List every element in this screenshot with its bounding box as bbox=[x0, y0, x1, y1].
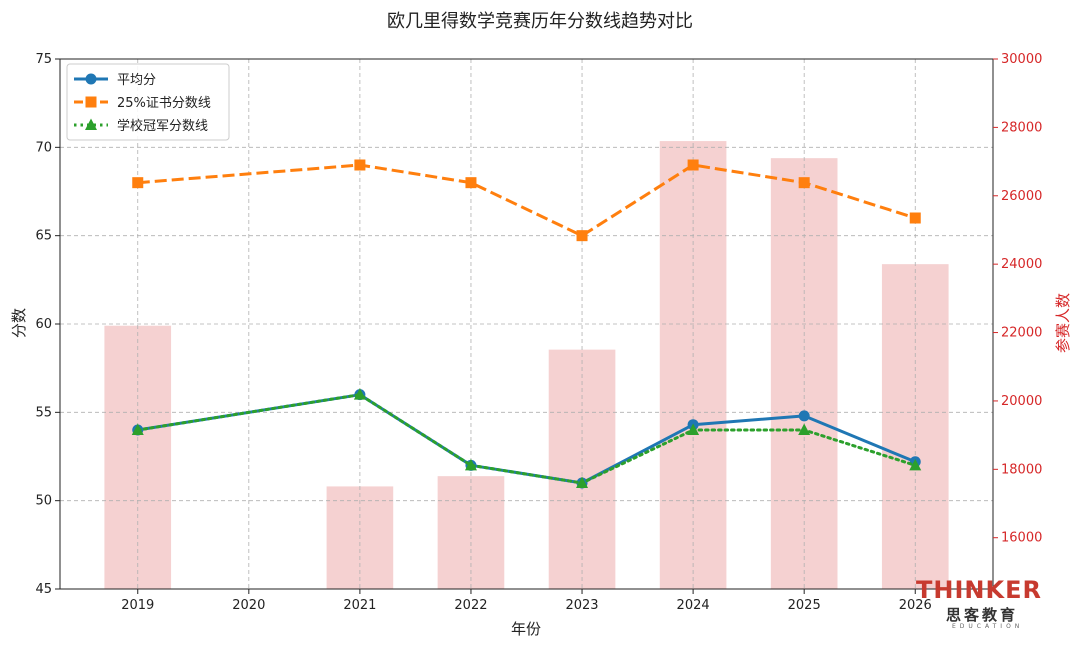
line-layer bbox=[131, 159, 922, 489]
y2-tick-label-30000: 30000 bbox=[1001, 52, 1042, 67]
x-tick-label-2021: 2021 bbox=[343, 598, 376, 613]
y2-tick-label-26000: 26000 bbox=[1001, 189, 1042, 204]
chart-title: 欧几里得数学竞赛历年分数线趋势对比 bbox=[387, 11, 693, 32]
x-tick-label-2024: 2024 bbox=[677, 598, 710, 613]
legend-label-2: 学校冠军分数线 bbox=[117, 118, 208, 134]
series-2-point-2021 bbox=[353, 388, 366, 400]
legend-box bbox=[66, 63, 230, 141]
y-tick-label-50: 50 bbox=[35, 494, 52, 509]
series-1-point-2024 bbox=[687, 159, 699, 171]
x-tick-label-2019: 2019 bbox=[121, 598, 154, 613]
y-tick-label-55: 55 bbox=[35, 405, 52, 420]
series-1-point-2022 bbox=[465, 177, 477, 189]
series-2-point-2023 bbox=[576, 476, 589, 488]
logo-tagline: EDUCATION bbox=[952, 623, 1024, 630]
y-tick-label-75: 75 bbox=[35, 52, 52, 67]
y2-axis-label: 参赛人数 bbox=[1054, 293, 1072, 353]
series-1-point-2021 bbox=[354, 159, 366, 171]
x-tick-label-2026: 2026 bbox=[899, 598, 932, 613]
legend-swatch-marker-1 bbox=[85, 96, 97, 108]
series-1-point-2023 bbox=[576, 230, 588, 242]
x-tick-label-2025: 2025 bbox=[788, 598, 821, 613]
y-tick-label-65: 65 bbox=[35, 229, 52, 244]
x-tick-label-2020: 2020 bbox=[232, 598, 265, 613]
y2-tick-label-18000: 18000 bbox=[1001, 462, 1042, 477]
series-2-point-2025 bbox=[798, 423, 811, 435]
x-axis-label: 年份 bbox=[511, 620, 541, 638]
legend-label-0: 平均分 bbox=[117, 73, 156, 88]
series-2-point-2022 bbox=[464, 458, 477, 471]
x-tick-label-2022: 2022 bbox=[454, 598, 487, 613]
y-tick-label-70: 70 bbox=[35, 140, 52, 155]
series-1-point-2026 bbox=[909, 212, 921, 224]
logo-chinese-name: 思客教育 bbox=[946, 606, 1019, 624]
y2-tick-label-22000: 22000 bbox=[1001, 326, 1042, 341]
series-2-point-2026 bbox=[909, 458, 922, 471]
legend-label-1: 25%证书分数线 bbox=[117, 96, 211, 111]
series-1-point-2025 bbox=[798, 177, 810, 189]
y-tick-label-60: 60 bbox=[35, 317, 52, 332]
y-axis-label: 分数 bbox=[10, 308, 28, 338]
series-2-point-2019 bbox=[131, 423, 144, 435]
y2-tick-label-24000: 24000 bbox=[1001, 257, 1042, 272]
series-1-point-2019 bbox=[132, 177, 144, 189]
y2-tick-label-28000: 28000 bbox=[1001, 120, 1042, 135]
legend-swatch-marker-0 bbox=[85, 73, 97, 85]
series-0-point-2025 bbox=[798, 410, 810, 422]
y-tick-label-45: 45 bbox=[35, 582, 52, 597]
brand-logo: THINKER 思客教育 EDUCATION bbox=[916, 576, 1056, 632]
series-2-point-2024 bbox=[687, 423, 700, 435]
legend-swatch-marker-2 bbox=[85, 118, 97, 130]
x-tick-label-2023: 2023 bbox=[565, 598, 598, 613]
axes-layer: 45 50 55 60 65 70 75 16000 18000 20000 22000 24000 2… bbox=[35, 52, 1042, 613]
y2-tick-label-20000: 20000 bbox=[1001, 394, 1042, 409]
logo-wordmark: THINKER bbox=[916, 576, 1042, 604]
y2-tick-label-16000: 16000 bbox=[1001, 531, 1042, 546]
